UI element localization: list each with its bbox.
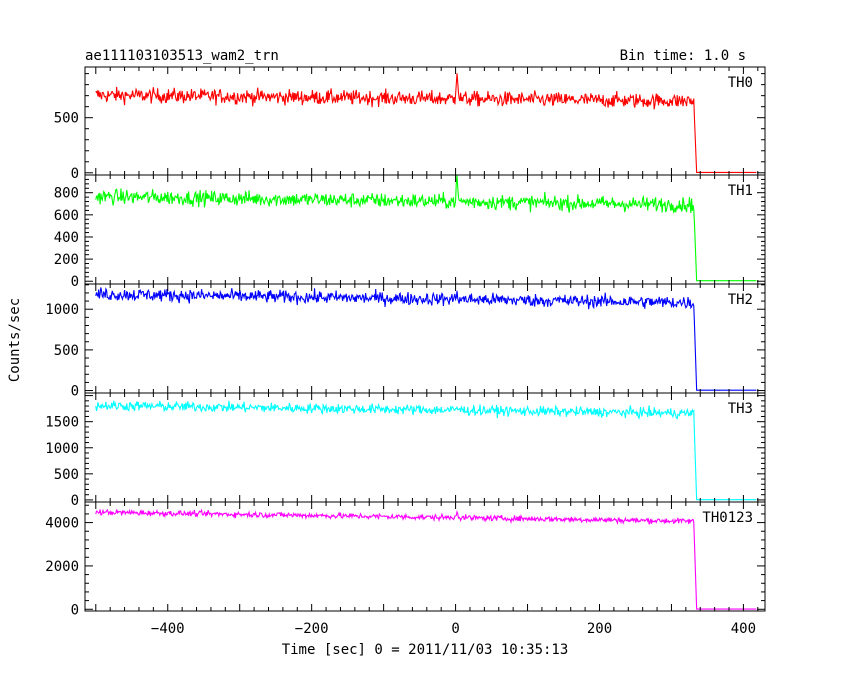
y-tick-label: 4000 <box>45 516 79 532</box>
y-tick-label: 400 <box>54 230 79 246</box>
y-tick-label: 0 <box>71 384 79 400</box>
x-tick-label: 0 <box>451 621 459 637</box>
x-tick-label: 200 <box>587 621 612 637</box>
y-tick-label: 500 <box>54 111 79 127</box>
y-tick-label: 0 <box>71 493 79 509</box>
x-axis-label: Time [sec] 0 = 2011/11/03 10:35:13 <box>282 642 569 658</box>
y-tick-label: 200 <box>54 252 79 268</box>
panel-frame <box>84 66 766 176</box>
series-line-th3 <box>95 400 757 501</box>
bin-time-label: Bin time: 1.0 s <box>620 48 746 64</box>
series-line-th0123 <box>95 508 757 610</box>
panel-th0: 0 500 TH0 <box>54 66 766 182</box>
y-tick-label: 500 <box>54 467 79 483</box>
panel-label: TH0 <box>728 75 753 91</box>
y-tick-label: 1500 <box>45 415 79 431</box>
panel-label: TH3 <box>728 401 753 417</box>
x-tick-label: −200 <box>295 621 329 637</box>
series-line-th0 <box>95 73 757 174</box>
y-tick-label: 1000 <box>45 441 79 457</box>
y-tick-label: 500 <box>54 343 79 359</box>
series-line-th1 <box>95 175 757 282</box>
y-tick-label: 1000 <box>45 302 79 318</box>
x-tick-label: 400 <box>731 621 756 637</box>
y-tick-label: 0 <box>71 274 79 290</box>
y-tick-label: 0 <box>71 166 79 182</box>
y-tick-label: 0 <box>71 602 79 618</box>
series-line-th2 <box>95 287 757 391</box>
panel-th0123: 0 2000 4000 TH0123 <box>45 501 766 618</box>
y-tick-label: 600 <box>54 208 79 224</box>
panel-label: TH2 <box>728 292 753 308</box>
panel-th2: 0 500 1000 TH2 <box>45 283 766 400</box>
panel-frame <box>84 174 766 285</box>
panel-frame <box>84 501 766 612</box>
y-axis-label: Counts/sec <box>7 298 23 382</box>
panel-th3: 0 500 1000 1500 TH3 <box>45 392 766 509</box>
y-tick-label: 800 <box>54 186 79 202</box>
panel-th1: 0 200 400 600 800 TH1 <box>54 174 766 290</box>
panels-group: 0 500 TH0 0 200 400 600 800 TH1 0 500 1000 TH2 0 500 10… <box>45 66 766 637</box>
chart-title: ae111103103513_wam2_trn <box>85 48 279 64</box>
y-tick-label: 2000 <box>45 559 79 575</box>
x-tick-label: −400 <box>151 621 185 637</box>
panel-label: TH0123 <box>702 510 753 526</box>
panel-label: TH1 <box>728 183 753 199</box>
panel-frame <box>84 392 766 503</box>
